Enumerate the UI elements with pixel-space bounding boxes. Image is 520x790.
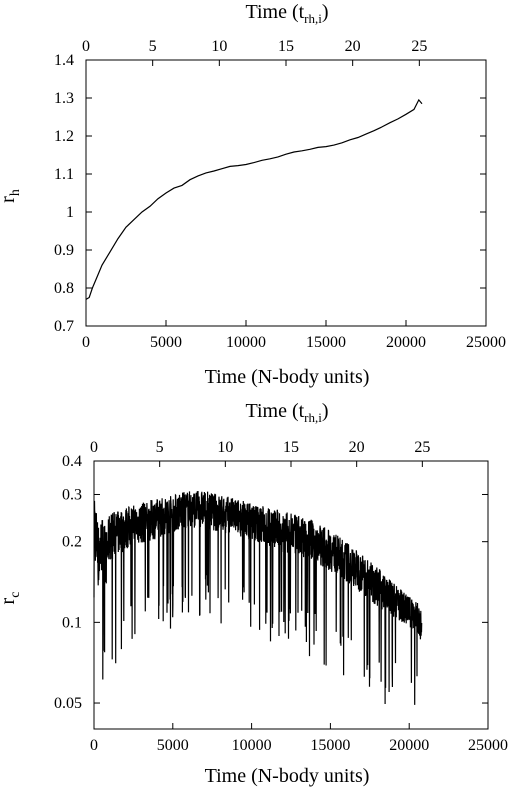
series-layer xyxy=(93,490,423,705)
y-tick-label: 0.3 xyxy=(62,486,82,503)
x-tick-label: 10000 xyxy=(232,737,272,754)
x2-tick-label: 0 xyxy=(90,439,98,456)
plot-frame xyxy=(85,59,487,327)
y-tick-label: 0.8 xyxy=(54,280,74,297)
x-tick-label: 5000 xyxy=(150,334,182,351)
series-layer xyxy=(85,98,423,300)
x2-tick-label: 5 xyxy=(156,439,164,456)
series-line xyxy=(93,490,423,705)
y-tick-label: 0.05 xyxy=(54,695,82,712)
x-tick-label: 15000 xyxy=(310,737,350,754)
panel-rc: Time (trh,i) rc Time (N-body units) 0500… xyxy=(0,400,508,787)
x-tick-label: 20000 xyxy=(386,334,426,351)
x2-tick-label: 5 xyxy=(149,38,157,55)
x-tick-label: 0 xyxy=(82,334,90,351)
y-tick-label: 0.9 xyxy=(54,242,74,259)
x2-tick-label: 15 xyxy=(278,38,294,55)
x-tick-label: 0 xyxy=(90,737,98,754)
plot-frame xyxy=(93,460,489,730)
y-axis-label: rh xyxy=(0,189,23,203)
y-axis-label: rc xyxy=(0,592,23,605)
y-tick-label: 1.2 xyxy=(54,128,74,145)
x2-tick-label: 20 xyxy=(345,38,361,55)
x2-tick-label: 10 xyxy=(211,38,227,55)
top-axis-label: Time (trh,i) xyxy=(245,400,328,425)
panel-rh: Time (trh,i) rh Time (N-body units) 0500… xyxy=(0,1,506,388)
y-tick-label: 0.1 xyxy=(62,614,82,631)
x-tick-label: 20000 xyxy=(389,737,429,754)
x-tick-label: 25000 xyxy=(466,334,506,351)
tick-layer: 0 5000 10000 15000 20000 25000 0 5 10 15 20 25 0.7 0.… xyxy=(54,38,506,351)
x2-tick-label: 15 xyxy=(283,439,299,456)
x2-tick-label: 0 xyxy=(82,38,90,55)
x2-tick-label: 25 xyxy=(414,439,430,456)
x2-tick-label: 25 xyxy=(411,38,427,55)
x-tick-label: 15000 xyxy=(306,334,346,351)
y-tick-label: 1.4 xyxy=(54,52,74,69)
x-tick-label: 5000 xyxy=(157,737,189,754)
x-axis-label: Time (N-body units) xyxy=(205,366,370,388)
series-line xyxy=(85,98,423,300)
y-tick-label: 1.1 xyxy=(54,166,74,183)
x-axis-label: Time (N-body units) xyxy=(205,765,370,787)
top-axis-label: Time (trh,i) xyxy=(245,1,328,26)
x2-tick-label: 20 xyxy=(349,439,365,456)
x-tick-label: 25000 xyxy=(468,737,508,754)
y-tick-label: 0.4 xyxy=(62,453,82,470)
x2-tick-label: 10 xyxy=(217,439,233,456)
y-tick-label: 0.2 xyxy=(62,534,82,551)
y-tick-label: 1 xyxy=(66,204,74,221)
tick-layer: 0 5000 10000 15000 20000 25000 0 5 10 15 20 25 0.05 0… xyxy=(54,439,508,754)
y-tick-label: 0.7 xyxy=(54,318,74,335)
x-tick-label: 10000 xyxy=(226,334,266,351)
y-tick-label: 1.3 xyxy=(54,90,74,107)
